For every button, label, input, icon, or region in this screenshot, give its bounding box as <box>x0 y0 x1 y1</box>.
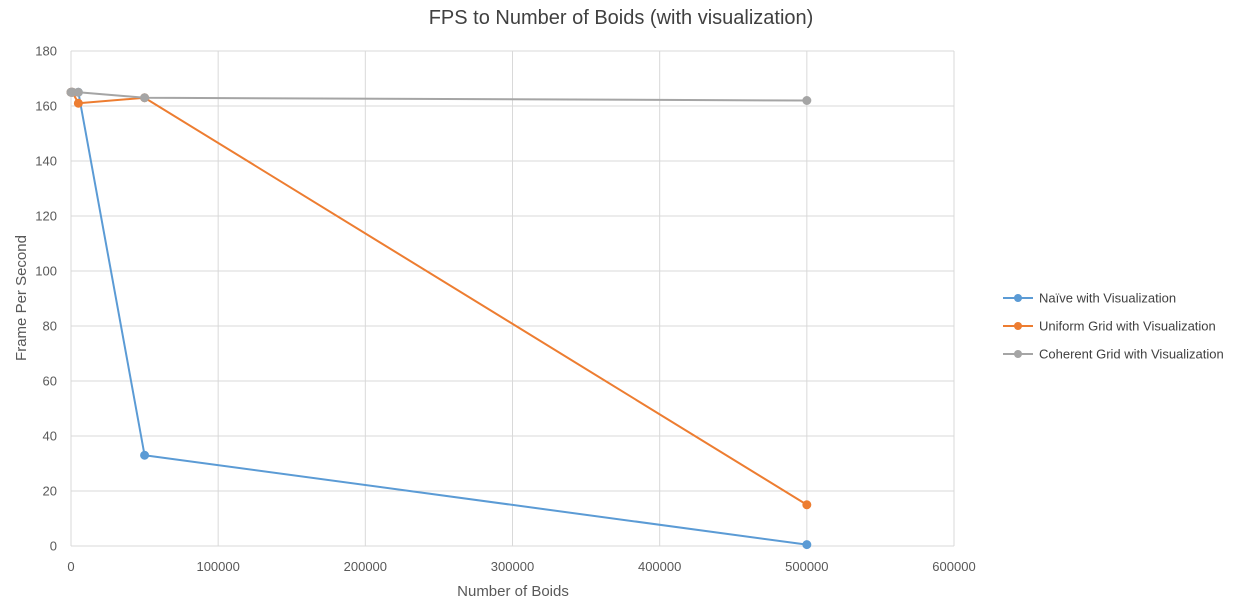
x-tick-label: 500000 <box>785 559 828 574</box>
gridlines <box>70 50 955 547</box>
series-0 <box>66 87 812 550</box>
y-tick-label: 20 <box>43 484 57 499</box>
data-point <box>140 450 150 460</box>
legend-item: Coherent Grid with Visualization <box>1003 347 1224 362</box>
legend-label: Uniform Grid with Visualization <box>1039 319 1216 334</box>
y-tick-label: 140 <box>35 154 57 169</box>
x-tick-label: 0 <box>67 559 74 574</box>
legend-point-marker <box>1014 350 1022 358</box>
y-axis-title: Frame Per Second <box>13 235 30 361</box>
x-tick-label: 100000 <box>196 559 239 574</box>
series-line <box>71 91 807 546</box>
y-tick-label: 0 <box>50 539 57 554</box>
legend-item: Naïve with Visualization <box>1003 291 1176 306</box>
data-point <box>73 98 83 108</box>
series-lines <box>66 87 812 550</box>
x-tick-label: 200000 <box>344 559 387 574</box>
y-axis-ticks: 0 20 40 60 80 100 120 140 160 180 <box>35 44 57 554</box>
y-tick-label: 60 <box>43 374 57 389</box>
y-tick-label: 80 <box>43 319 57 334</box>
x-axis-ticks: 0 100000 200000 300000 400000 500000 600000 <box>67 559 975 574</box>
chart-title: FPS to Number of Boids (with visualizati… <box>429 7 814 29</box>
x-axis-title: Number of Boids <box>457 583 569 600</box>
data-point <box>73 87 83 97</box>
data-point <box>140 93 150 103</box>
legend-label: Coherent Grid with Visualization <box>1039 347 1224 362</box>
x-tick-label: 400000 <box>638 559 681 574</box>
data-point <box>802 500 812 510</box>
series-line <box>71 91 808 506</box>
legend: Naïve with Visualization Uniform Grid wit… <box>1003 291 1224 362</box>
data-point <box>802 540 812 550</box>
series-line <box>71 91 807 102</box>
y-tick-label: 160 <box>35 99 57 114</box>
data-point <box>802 96 812 105</box>
series-2 <box>66 87 812 105</box>
legend-point-marker <box>1014 294 1022 302</box>
y-tick-label: 40 <box>43 429 57 444</box>
series-1 <box>66 87 812 510</box>
legend-item: Uniform Grid with Visualization <box>1003 319 1216 334</box>
y-tick-label: 180 <box>35 44 57 59</box>
y-tick-label: 100 <box>35 264 57 279</box>
y-tick-label: 120 <box>35 209 57 224</box>
legend-point-marker <box>1014 322 1022 330</box>
x-tick-label: 600000 <box>932 559 975 574</box>
x-tick-label: 300000 <box>491 559 534 574</box>
legend-label: Naïve with Visualization <box>1039 291 1176 306</box>
